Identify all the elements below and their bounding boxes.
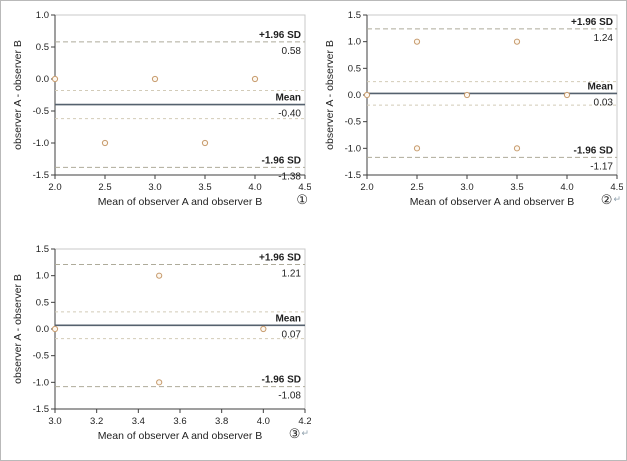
mean-line-value: -0.40	[278, 109, 301, 120]
panel-tag-2: ② ↵	[601, 193, 621, 206]
x-tick-label: 4.5	[298, 182, 311, 193]
x-tick-label: 3.5	[510, 182, 523, 193]
y-tick-label: 0.0	[36, 324, 49, 335]
x-tick-label: 3.6	[173, 416, 186, 427]
data-point	[101, 139, 109, 147]
bland-altman-plot-2: 2.0 2.5 3.0 3.5 4.0 4.5 -1.5 -1.0 -0.5 0.0 0.5 1.0 1…	[321, 7, 624, 219]
x-tick-label: 3.0	[48, 416, 61, 427]
data-point	[156, 379, 163, 386]
mean-line-label: Mean	[275, 313, 301, 324]
data-point	[363, 91, 371, 99]
plot-canvas-1: 2.0 2.5 3.0 3.5 4.0 4.5 -1.5 -1.0 -0.5 0.0 0.5 1.0 M…	[9, 7, 312, 218]
upper-loa-line-value: 1.24	[594, 33, 614, 44]
lower-loa-line-value: -1.38	[278, 171, 301, 182]
y-tick-label: 1.5	[348, 10, 361, 21]
data-point	[201, 139, 209, 147]
x-tick-label: 2.5	[98, 182, 111, 193]
panel-number-2: ②	[600, 192, 613, 207]
chart-svg: 3.0 3.2 3.4 3.6 3.8 4.0 4.2 -1.5 -1.0 -0.5 0.0 0.5 1…	[12, 244, 312, 442]
mean-line-value: 0.03	[594, 97, 614, 108]
y-tick-label: 0.5	[36, 297, 49, 308]
panel-number-1: ①	[296, 192, 308, 207]
x-axis-title: Mean of observer A and observer B	[98, 430, 263, 442]
y-tick-label: -1.5	[33, 170, 49, 181]
data-point	[156, 272, 163, 279]
x-tick-label: 4.0	[248, 182, 261, 193]
y-axis-title: observer A - observer B	[324, 40, 336, 150]
data-point	[151, 75, 159, 83]
y-axis-title: observer A - observer B	[12, 40, 24, 150]
data-point	[463, 91, 471, 99]
data-point	[251, 75, 259, 83]
panel-tag-1: ①	[296, 193, 309, 206]
y-tick-label: 1.0	[36, 10, 49, 21]
upper-loa-line-label: +1.96 SD	[259, 30, 301, 41]
data-point	[563, 91, 571, 99]
lower-loa-line-label: -1.96 SD	[574, 145, 613, 156]
data-point	[413, 38, 421, 45]
y-tick-label: -1.0	[33, 377, 49, 388]
x-tick-label: 2.0	[360, 182, 373, 193]
y-tick-label: -0.5	[33, 106, 49, 117]
chart-svg: 2.0 2.5 3.0 3.5 4.0 4.5 -1.5 -1.0 -0.5 0.0 0.5 1.0 M…	[12, 10, 312, 208]
x-tick-label: 2.5	[410, 182, 423, 193]
y-tick-label: -0.5	[33, 351, 49, 362]
lower-loa-line-label: -1.96 SD	[262, 155, 301, 166]
plot-canvas-3: 3.0 3.2 3.4 3.6 3.8 4.0 4.2 -1.5 -1.0 -0.5 0.0 0.5 1…	[9, 241, 312, 452]
y-tick-label: -1.5	[33, 404, 49, 415]
x-axis-title: Mean of observer A and observer B	[98, 196, 263, 208]
x-axis-title: Mean of observer A and observer B	[410, 196, 575, 208]
y-tick-label: -1.0	[33, 138, 49, 149]
data-point	[51, 75, 59, 83]
data-point	[413, 145, 421, 152]
lower-loa-line-value: -1.17	[590, 161, 613, 172]
panel-number-3: ③	[288, 426, 301, 441]
x-tick-label: 3.0	[460, 182, 473, 193]
y-tick-label: 0.5	[36, 42, 49, 53]
y-tick-label: 0.0	[36, 74, 49, 85]
y-tick-label: 1.5	[36, 244, 49, 255]
mean-line-value: 0.07	[282, 329, 302, 340]
lower-loa-line-label: -1.96 SD	[262, 375, 301, 386]
y-tick-label: 1.0	[348, 37, 361, 48]
y-tick-label: 0.5	[348, 63, 361, 74]
mean-line-label: Mean	[275, 93, 301, 104]
data-point	[51, 325, 59, 333]
upper-loa-line-label: +1.96 SD	[259, 252, 301, 263]
x-tick-label: 3.2	[90, 416, 103, 427]
return-mark-2: ↵	[613, 194, 621, 204]
return-mark-3: ↵	[301, 428, 309, 438]
bland-altman-plot-3: 3.0 3.2 3.4 3.6 3.8 4.0 4.2 -1.5 -1.0 -0.5 0.0 0.5 1…	[9, 241, 312, 453]
data-point	[513, 38, 521, 45]
mean-line-label: Mean	[587, 81, 613, 92]
x-tick-label: 3.5	[198, 182, 211, 193]
x-tick-label: 3.8	[215, 416, 228, 427]
chart-svg: 2.0 2.5 3.0 3.5 4.0 4.5 -1.5 -1.0 -0.5 0.0 0.5 1.0 1…	[324, 10, 624, 208]
y-tick-label: -1.0	[345, 143, 361, 154]
x-tick-label: 3.0	[148, 182, 161, 193]
plot-canvas-2: 2.0 2.5 3.0 3.5 4.0 4.5 -1.5 -1.0 -0.5 0.0 0.5 1.0 1…	[321, 7, 624, 218]
y-tick-label: -1.5	[345, 170, 361, 181]
x-tick-label: 4.5	[610, 182, 623, 193]
bland-altman-plot-1: 2.0 2.5 3.0 3.5 4.0 4.5 -1.5 -1.0 -0.5 0.0 0.5 1.0 M…	[9, 7, 312, 219]
upper-loa-line-value: 0.58	[282, 46, 302, 57]
y-tick-label: 1.0	[36, 271, 49, 282]
x-tick-label: 4.0	[560, 182, 573, 193]
x-tick-label: 4.2	[298, 416, 311, 427]
y-tick-label: -0.5	[345, 117, 361, 128]
data-point	[260, 325, 267, 333]
upper-loa-line-label: +1.96 SD	[571, 17, 613, 28]
x-tick-label: 4.0	[257, 416, 270, 427]
x-tick-label: 3.4	[132, 416, 145, 427]
x-tick-label: 2.0	[48, 182, 61, 193]
upper-loa-line-value: 1.21	[282, 268, 302, 279]
lower-loa-line-value: -1.08	[278, 391, 301, 402]
y-axis-title: observer A - observer B	[12, 274, 24, 384]
y-tick-label: 0.0	[348, 90, 361, 101]
data-point	[513, 145, 521, 152]
panel-tag-3: ③ ↵	[289, 427, 309, 440]
